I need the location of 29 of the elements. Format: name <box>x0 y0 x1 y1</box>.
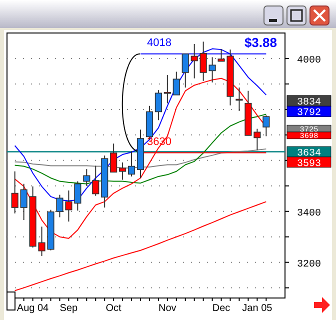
candlestick <box>110 143 118 173</box>
x-tick-label: Oct <box>106 303 122 314</box>
candlestick <box>182 53 189 88</box>
candlestick <box>74 180 82 212</box>
candlestick <box>83 168 90 186</box>
candlestick <box>190 43 198 79</box>
candlestick <box>164 74 171 104</box>
candlestick <box>262 114 270 137</box>
y2-tick-label: 3834 <box>296 97 322 108</box>
y-tick-label: 3200 <box>296 259 322 270</box>
candlestick <box>92 165 100 196</box>
y2-tick-label: 3593 <box>296 158 322 170</box>
y2-tick-label: 3792 <box>296 108 322 120</box>
x-tick-label: Nov <box>158 303 176 314</box>
candlestick <box>236 87 243 112</box>
candlestick <box>119 162 126 180</box>
x-tick-label: Jan 05 <box>242 303 273 314</box>
candlestick <box>128 150 136 177</box>
y-tick-label: 4000 <box>296 55 322 66</box>
annotation: 4018 <box>147 36 172 49</box>
x-tick-label: Sep <box>60 303 78 314</box>
y2-tick-label: 3634 <box>296 148 322 160</box>
y-tick-label: 3400 <box>296 208 322 220</box>
x-tick-label: Aug 04 <box>16 303 50 314</box>
x-tick-label: Dec <box>212 303 230 314</box>
candlestick <box>208 56 216 83</box>
candlestick <box>172 71 180 96</box>
candlestick <box>154 90 162 121</box>
annotation: $3.88 <box>244 35 277 50</box>
